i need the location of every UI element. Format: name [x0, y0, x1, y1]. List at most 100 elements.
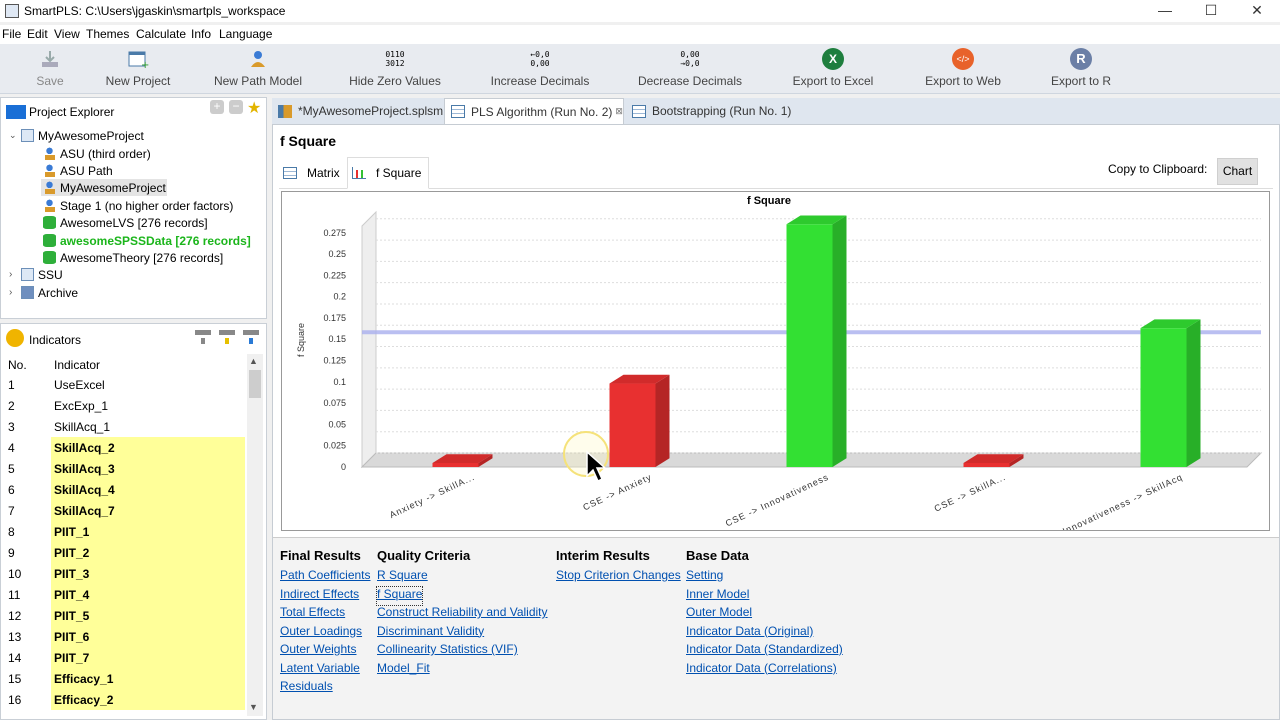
column-header-no[interactable]: No.: [8, 358, 27, 372]
link-discriminant-validity[interactable]: Discriminant Validity: [377, 623, 485, 638]
tree-item-awesometheory[interactable]: AwesomeTheory [276 records]: [43, 249, 223, 266]
indicator-name: UseExcel: [54, 378, 105, 392]
indicators-scrollbar[interactable]: ▲ ▼: [247, 354, 263, 716]
chart-icon: [352, 167, 366, 179]
indicator-row[interactable]: 9 PIIT_2: [1, 542, 246, 563]
link-indicator-data-correlations[interactable]: Indicator Data (Correlations): [686, 660, 837, 675]
indicator-row[interactable]: 13 PIIT_6: [1, 626, 246, 647]
link-latent-variable[interactable]: Latent Variable: [280, 660, 360, 675]
decrease-decimals-button[interactable]: 0,00 →0,0 Decrease Decimals: [637, 50, 743, 88]
indicator-row[interactable]: 5 SkillAcq_3: [1, 458, 246, 479]
indicator-row[interactable]: 8 PIIT_1: [1, 521, 246, 542]
link-collinearity-statistics-vif[interactable]: Collinearity Statistics (VIF): [377, 642, 518, 656]
maximize-button[interactable]: ☐: [1204, 2, 1218, 18]
tree-item-myawesomeproject-model[interactable]: MyAwesomeProject: [41, 179, 167, 196]
tree-item-stage-1[interactable]: Stage 1 (no higher order factors): [43, 197, 233, 214]
tree-item-awesomespssdata[interactable]: awesomeSPSSData [276 records]: [43, 232, 251, 249]
title-bar: SmartPLS: C:\Users\jgaskin\smartpls_work…: [0, 0, 1280, 22]
chevron-right-icon[interactable]: ›: [9, 269, 13, 280]
link-outer-model[interactable]: Outer Model: [686, 605, 753, 619]
bar-top: [432, 454, 493, 463]
link-outer-loadings[interactable]: Outer Loadings: [280, 623, 363, 638]
indicator-row[interactable]: 1 UseExcel: [1, 374, 246, 395]
tab-f-square[interactable]: f Square: [347, 157, 429, 189]
link-indicator-data-original[interactable]: Indicator Data (Original): [686, 623, 814, 638]
link-path-coefficients[interactable]: Path Coefficients: [280, 568, 371, 582]
indicator-row[interactable]: 4 SkillAcq_2: [1, 437, 246, 458]
tab-matrix[interactable]: Matrix: [279, 157, 347, 189]
tree-item-awesomelvs[interactable]: AwesomeLVS [276 records]: [43, 214, 208, 231]
menu-edit[interactable]: Edit: [27, 27, 48, 41]
menu-language[interactable]: Language: [219, 27, 273, 41]
menu-calculate[interactable]: Calculate: [136, 27, 187, 41]
link-indirect-effects[interactable]: Indirect Effects: [280, 586, 360, 601]
scrollbar-thumb[interactable]: [249, 370, 261, 398]
filter-yellow-icon[interactable]: [219, 330, 235, 344]
menu-view[interactable]: View: [54, 27, 80, 41]
indicator-row[interactable]: 2 ExcExp_1: [1, 395, 246, 416]
indicator-number: 15: [8, 672, 22, 686]
close-tab-icon[interactable]: ⊠: [615, 106, 623, 116]
export-to-excel-button[interactable]: X Export to Excel: [790, 48, 876, 88]
tree-item-asu-path[interactable]: ASU Path: [43, 162, 113, 179]
indicator-number: 1: [8, 378, 15, 392]
link-inner-model[interactable]: Inner Model: [686, 586, 750, 601]
indicator-row[interactable]: 11 PIIT_4: [1, 584, 246, 605]
star-icon[interactable]: ★: [247, 100, 262, 117]
indicator-row[interactable]: 12 PIIT_5: [1, 605, 246, 626]
tab-bootstrapping[interactable]: Bootstrapping (Run No. 1): [626, 98, 826, 124]
new-project-button[interactable]: + New Project: [100, 48, 176, 88]
close-button[interactable]: ✕: [1251, 2, 1263, 18]
export-to-r-button[interactable]: R Export to R: [1048, 48, 1114, 88]
chevron-down-icon[interactable]: ⌄: [9, 130, 17, 140]
indicator-row[interactable]: 7 SkillAcq_7: [1, 500, 246, 521]
scroll-down-icon[interactable]: ▼: [249, 702, 258, 712]
link-total-effects[interactable]: Total Effects: [280, 605, 346, 619]
menu-file[interactable]: File: [2, 27, 22, 41]
link-model-fit[interactable]: Model_Fit: [377, 660, 430, 675]
minimize-button[interactable]: —: [1158, 2, 1172, 18]
link-setting[interactable]: Setting: [686, 568, 724, 582]
link-residuals[interactable]: Residuals: [280, 679, 333, 693]
link-outer-weights[interactable]: Outer Weights: [280, 642, 357, 656]
indicator-row[interactable]: 15 Efficacy_1: [1, 668, 246, 689]
filter-blue-icon[interactable]: [243, 330, 259, 344]
link-construct-reliability-and-validity[interactable]: Construct Reliability and Validity: [377, 605, 548, 619]
y-tick-label: 0.275: [323, 228, 346, 238]
folder-icon: [6, 105, 26, 119]
indicator-row[interactable]: 10 PIIT_3: [1, 563, 246, 584]
increase-decimals-button[interactable]: ←0,0 0,00 Increase Decimals: [488, 48, 592, 88]
chart-button[interactable]: Chart: [1217, 158, 1258, 185]
tree-item-ssu[interactable]: › SSU: [9, 267, 63, 282]
link-stop-criterion-changes[interactable]: Stop Criterion Changes: [556, 568, 681, 582]
row-highlight: [51, 605, 245, 626]
link-f-square[interactable]: f Square: [375, 585, 424, 606]
menu-info[interactable]: Info: [191, 27, 212, 41]
tab-myawesomeproject[interactable]: *MyAwesomeProject.splsm: [272, 98, 444, 124]
menu-themes[interactable]: Themes: [86, 27, 130, 41]
new-path-model-button[interactable]: New Path Model: [210, 48, 306, 88]
add-project-icon[interactable]: +: [210, 100, 224, 114]
column-header-indicator[interactable]: Indicator: [54, 358, 101, 372]
link-indicator-data-standardized[interactable]: Indicator Data (Standardized): [686, 642, 843, 656]
x-tick-label: CSE -> Innovativeness: [724, 472, 830, 529]
chevron-right-icon[interactable]: ›: [9, 287, 13, 298]
window-title: SmartPLS: C:\Users\jgaskin\smartpls_work…: [24, 4, 286, 18]
increase-decimals-icon: ←0,0 0,00: [530, 50, 550, 68]
indicator-row[interactable]: 3 SkillAcq_1: [1, 416, 246, 437]
tree-item-asu-third-order[interactable]: ASU (third order): [43, 145, 151, 162]
tree-item-myawesomeproject[interactable]: ⌄ MyAwesomeProject: [9, 128, 144, 143]
bar-side: [832, 215, 847, 467]
save-button[interactable]: Save: [30, 48, 70, 88]
indicator-row[interactable]: 14 PIIT_7: [1, 647, 246, 668]
indicator-row[interactable]: 6 SkillAcq_4: [1, 479, 246, 500]
hide-zero-values-button[interactable]: 0110 3012 Hide Zero Values: [346, 48, 444, 88]
tab-pls-algorithm[interactable]: PLS Algorithm (Run No. 2) ⊠: [444, 98, 624, 124]
filter-icon[interactable]: [195, 330, 211, 344]
link-r-square[interactable]: R Square: [377, 568, 428, 582]
export-to-web-button[interactable]: </> Export to Web: [922, 48, 1004, 88]
tree-item-archive[interactable]: › Archive: [9, 285, 79, 300]
indicator-row[interactable]: 16 Efficacy_2: [1, 689, 246, 710]
scroll-up-icon[interactable]: ▲: [249, 356, 258, 366]
remove-project-icon[interactable]: −: [229, 100, 243, 114]
